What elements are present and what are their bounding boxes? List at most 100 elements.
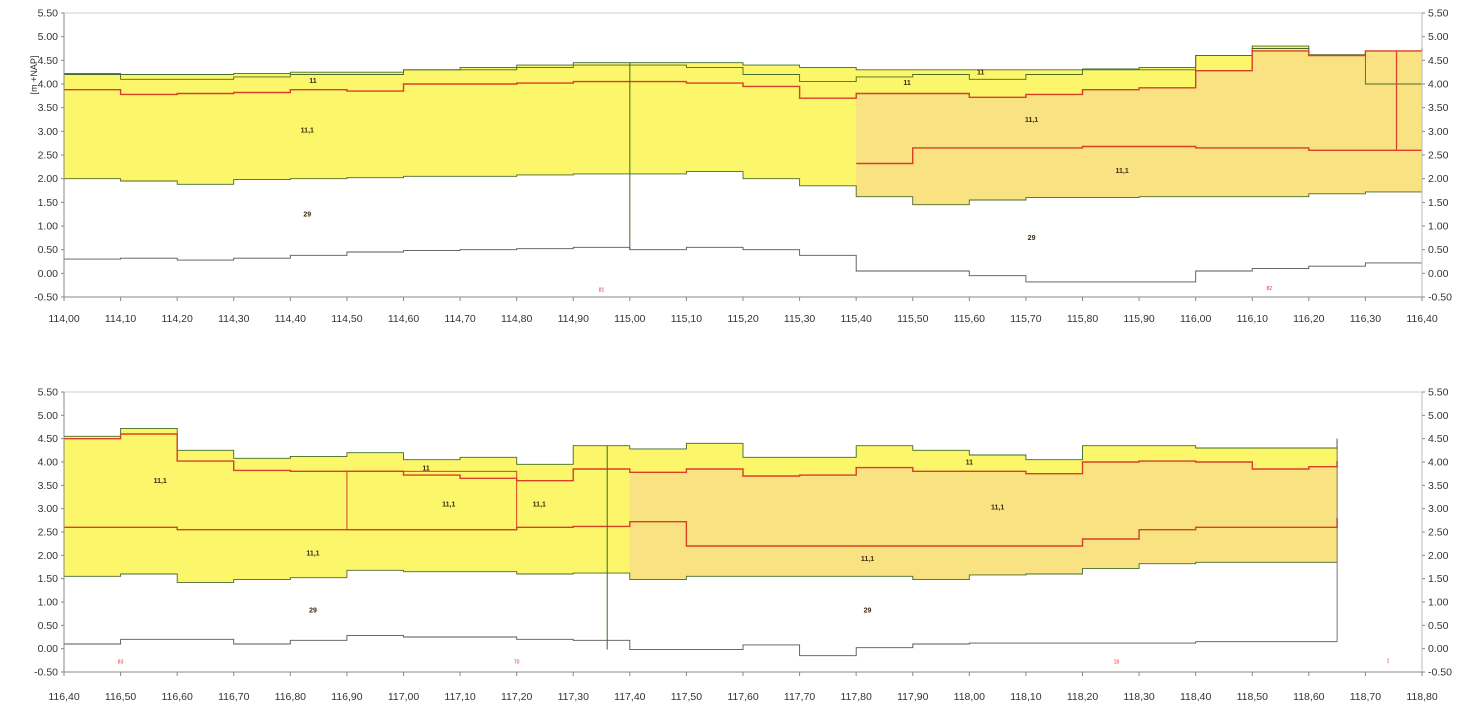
x-tick-label: 114,50	[331, 313, 362, 325]
y-tick-label-right: 1.50	[1428, 573, 1449, 585]
y-tick-label-right: 1.50	[1428, 197, 1449, 209]
chart-panel-2: 5.50 5.50 5.00 5.00 4.50 4.50 4.00 4.00 3.50 3.50…	[34, 387, 1452, 704]
x-tick-label: 117,00	[388, 691, 419, 703]
y-tick-label-right: 4.50	[1428, 55, 1449, 67]
y-tick-label-right: 0.00	[1428, 643, 1449, 655]
layer-label: 11,1	[154, 478, 167, 485]
y-tick-label-left: 3.50	[38, 102, 59, 114]
x-tick-label: 117,90	[897, 691, 928, 703]
layer-label: 11,1	[533, 501, 546, 508]
x-tick-label: 118,30	[1123, 691, 1154, 703]
red-marker-label: 18	[1114, 660, 1120, 666]
x-tick-label: 114,10	[105, 313, 136, 325]
y-tick-label-left: 1.50	[38, 197, 59, 209]
layer-label: 11,1	[442, 501, 455, 508]
series-line-2	[64, 48, 1423, 85]
y-tick-label-right: 5.50	[1428, 387, 1449, 399]
y-tick-label-left: 0.00	[38, 643, 59, 655]
x-tick-label: 114,00	[48, 313, 79, 325]
series-line-2	[64, 433, 1338, 482]
x-tick-label: 117,70	[784, 691, 815, 703]
y-tick-label-right: 0.50	[1428, 620, 1449, 632]
y-tick-label-left: 1.00	[38, 597, 59, 609]
y-tick-label-left: -0.50	[34, 667, 58, 679]
y-tick-label-left: 1.50	[38, 573, 59, 585]
x-tick-label: 115,80	[1067, 313, 1098, 325]
y-tick-label-left: 2.00	[38, 173, 59, 185]
x-tick-label: 117,40	[614, 691, 645, 703]
y-tick-label-right: 2.00	[1428, 173, 1449, 185]
y-tick-label-right: 0.00	[1428, 268, 1449, 280]
y-tick-label-left: 2.50	[38, 527, 59, 539]
y-tick-label-left: 0.00	[38, 268, 59, 280]
y-tick-label-right: 3.50	[1428, 102, 1449, 114]
x-tick-label: 115,50	[897, 313, 928, 325]
y-tick-label-right: 5.50	[1428, 8, 1449, 20]
x-tick-label: 116,40	[48, 691, 79, 703]
x-tick-label: 116,10	[1237, 313, 1268, 325]
y-tick-label-right: 2.50	[1428, 527, 1449, 539]
x-tick-label: 114,40	[275, 313, 306, 325]
x-tick-label: 115,10	[671, 313, 702, 325]
series-line-6	[64, 246, 1423, 283]
layer-label: 11,1	[1115, 168, 1128, 175]
x-tick-label: 118,60	[1293, 691, 1324, 703]
series-line-1	[64, 427, 1338, 465]
x-tick-label: 116,90	[331, 691, 362, 703]
layer-label: 11	[309, 78, 317, 85]
y-tick-label-left: 5.50	[38, 8, 59, 20]
layer-label: 11,1	[861, 556, 874, 563]
y-tick-label-left: 3.00	[38, 503, 59, 515]
x-tick-label: 116,40	[1406, 313, 1437, 325]
x-tick-label: 114,80	[501, 313, 532, 325]
x-tick-label: 115,70	[1010, 313, 1041, 325]
y-tick-label-left: 4.00	[38, 79, 59, 91]
series-line-3	[64, 48, 1423, 99]
y-tick-label-left: -0.50	[34, 292, 58, 304]
series-line-5	[64, 171, 1423, 206]
y-tick-label-right: 3.50	[1428, 480, 1449, 492]
x-tick-label: 115,60	[954, 313, 985, 325]
y-tick-label-left: 4.50	[38, 433, 59, 445]
x-tick-label: 116,00	[1180, 313, 1211, 325]
x-tick-label: 117,60	[727, 691, 758, 703]
x-tick-label: 115,40	[840, 313, 871, 325]
y-tick-label-left: 5.50	[38, 387, 59, 399]
red-marker-label: 70	[514, 660, 520, 666]
red-marker-label: 82	[1266, 286, 1272, 292]
y-tick-label-right: 4.00	[1428, 457, 1449, 469]
yellow-layer-band	[64, 428, 1338, 583]
x-tick-label: 118,20	[1067, 691, 1098, 703]
y-tick-label-left: 5.00	[38, 31, 59, 43]
red-marker-label: 1	[1387, 659, 1390, 665]
x-tick-label: 118,10	[1010, 691, 1041, 703]
layer-label: 11	[903, 80, 911, 87]
x-tick-label: 114,70	[444, 313, 475, 325]
y-tick-label-left: 0.50	[38, 620, 59, 632]
y-tick-label-right: 1.00	[1428, 597, 1449, 609]
x-tick-label: 115,00	[614, 313, 645, 325]
layer-label: 11,1	[991, 505, 1004, 512]
series-line-4	[856, 145, 1422, 165]
y-tick-label-left: 3.50	[38, 480, 59, 492]
x-tick-label: 118,40	[1180, 691, 1211, 703]
overlay-zone	[629, 461, 1338, 580]
overlay-zone	[856, 48, 1422, 205]
x-tick-label: 116,30	[1350, 313, 1381, 325]
x-tick-label: 114,90	[558, 313, 589, 325]
y-tick-label-right: 3.00	[1428, 126, 1449, 138]
x-tick-label: 117,10	[444, 691, 475, 703]
x-tick-label: 117,30	[558, 691, 589, 703]
y-tick-label-right: 4.00	[1428, 79, 1449, 91]
layer-label: 29	[1028, 235, 1036, 242]
x-tick-label: 118,50	[1237, 691, 1268, 703]
y-tick-label-right: 3.00	[1428, 503, 1449, 515]
layer-label: 11,1	[301, 127, 314, 134]
y-tick-label-right: 4.50	[1428, 433, 1449, 445]
x-tick-label: 118,00	[954, 691, 985, 703]
y-tick-label-left: 1.00	[38, 221, 59, 233]
y-tick-label-right: -0.50	[1428, 292, 1452, 304]
y-tick-label-left: 2.50	[38, 150, 59, 162]
y-tick-label-right: 2.00	[1428, 550, 1449, 562]
y-tick-label-right: 5.00	[1428, 31, 1449, 43]
